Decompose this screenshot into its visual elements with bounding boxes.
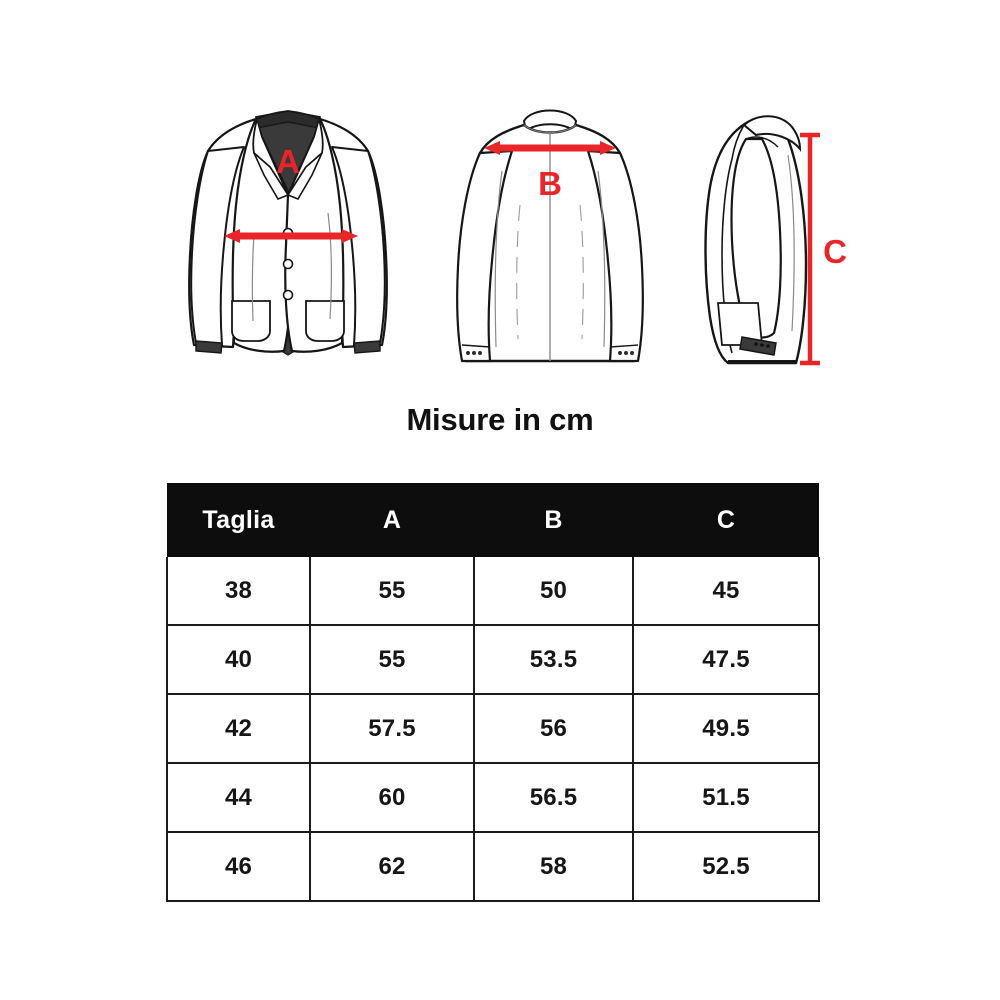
cell-b: 56.5 xyxy=(473,762,634,833)
cell-a: 62 xyxy=(309,831,475,902)
cell-a: 55 xyxy=(309,557,475,626)
cell-size: 38 xyxy=(166,557,311,626)
cell-b: 50 xyxy=(473,557,634,626)
column-header-taglia: Taglia xyxy=(167,483,310,557)
table-row: 40 55 53.5 47.5 xyxy=(166,624,820,695)
cell-size: 46 xyxy=(166,831,311,902)
measure-label-a: A xyxy=(276,143,300,180)
table-row: 42 57.5 56 49.5 xyxy=(166,693,820,764)
cell-size: 42 xyxy=(166,693,311,764)
jacket-side-view: C xyxy=(688,95,868,390)
cell-a: 60 xyxy=(309,762,475,833)
cell-b: 53.5 xyxy=(473,624,634,695)
column-header-a: A xyxy=(310,483,474,557)
jacket-back-view: B xyxy=(438,95,662,390)
column-header-c: C xyxy=(633,483,819,557)
cell-a: 57.5 xyxy=(309,693,475,764)
cell-c: 49.5 xyxy=(632,693,820,764)
cell-size: 44 xyxy=(166,762,311,833)
cell-b: 56 xyxy=(473,693,634,764)
cell-c: 51.5 xyxy=(632,762,820,833)
column-header-b: B xyxy=(474,483,633,557)
size-table: Taglia A B C 38 55 50 45 40 55 53.5 47.5 xyxy=(166,483,820,902)
jacket-front-view: A xyxy=(178,95,398,390)
size-table-container: Taglia A B C 38 55 50 45 40 55 53.5 47.5 xyxy=(166,483,820,902)
measure-label-c: C xyxy=(823,233,847,270)
cell-c: 47.5 xyxy=(632,624,820,695)
cell-c: 52.5 xyxy=(632,831,820,902)
garment-illustrations: A xyxy=(0,95,1000,395)
cell-a: 55 xyxy=(309,624,475,695)
measure-label-b: B xyxy=(538,165,562,202)
table-row: 44 60 56.5 51.5 xyxy=(166,762,820,833)
table-header-row: Taglia A B C xyxy=(167,483,819,557)
size-table-header: Taglia A B C xyxy=(167,483,819,557)
table-row: 38 55 50 45 xyxy=(166,557,820,626)
measurement-units-caption: Misure in cm xyxy=(406,402,594,437)
cell-c: 45 xyxy=(632,557,820,626)
table-row: 46 62 58 52.5 xyxy=(166,831,820,902)
size-table-body: 38 55 50 45 40 55 53.5 47.5 42 57.5 56 4… xyxy=(166,557,820,902)
cell-b: 58 xyxy=(473,831,634,902)
cell-size: 40 xyxy=(166,624,311,695)
